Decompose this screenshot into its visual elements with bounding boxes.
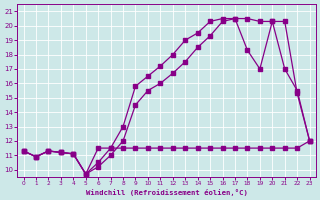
X-axis label: Windchill (Refroidissement éolien,°C): Windchill (Refroidissement éolien,°C) [86,189,248,196]
